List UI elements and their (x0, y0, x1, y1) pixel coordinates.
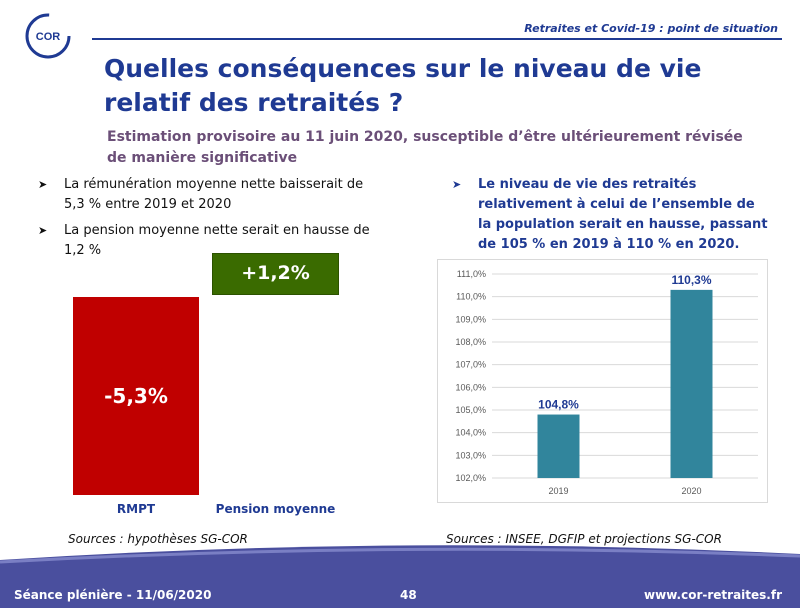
bar-pension-value: +1,2% (241, 262, 310, 284)
footer-session: Séance plénière - 11/06/2020 (14, 588, 212, 602)
data-label: 104,8% (538, 398, 579, 412)
arrow-bullet-icon: ➤ (38, 224, 48, 237)
category-label-pension: Pension moyenne (215, 502, 336, 516)
header-divider (92, 38, 782, 40)
y-tick-label: 105,0% (455, 405, 486, 415)
logo-text: COR (36, 31, 61, 43)
cor-logo: COR (25, 13, 71, 59)
y-tick-label: 109,0% (455, 314, 486, 324)
source-right: Sources : INSEE, DGFIP et projections SG… (446, 532, 722, 546)
arrow-bullet-icon: ➤ (38, 178, 48, 191)
x-tick-label: 2019 (548, 486, 568, 496)
bullet-item-right: ➤ Le niveau de vie des retraités relativ… (452, 175, 772, 255)
bar (670, 289, 713, 478)
y-tick-label: 110,0% (456, 292, 486, 302)
y-tick-label: 103,0% (455, 450, 486, 460)
chart-svg: 102,0% 103,0% 104,0% 105,0% 106,0% 107,0% 108,… (455, 269, 758, 496)
y-tick-label: 107,0% (455, 360, 486, 370)
y-tick-label: 106,0% (455, 382, 486, 392)
category-label-rmpt: RMPT (116, 502, 156, 516)
y-tick-label: 108,0% (455, 337, 486, 347)
arrow-bullet-icon: ➤ (452, 178, 462, 191)
header-title: Retraites et Covid-19 : point de situati… (524, 22, 778, 35)
bar (537, 414, 580, 478)
footer-band (0, 545, 800, 608)
y-tick-label: 102,0% (455, 473, 486, 483)
bullet-text: La pension moyenne nette serait en hauss… (64, 223, 370, 258)
page-title: Quelles conséquences sur le niveau de vi… (104, 54, 702, 117)
bar-pension (212, 253, 339, 295)
bullet-item: ➤ La rémunération moyenne nette baissera… (38, 175, 388, 215)
x-tick-label: 2020 (681, 486, 701, 496)
y-tick-label: 111,0% (457, 269, 486, 279)
page-subtitle: Estimation provisoire au 11 juin 2020, s… (107, 129, 743, 166)
bar-rmpt (73, 297, 199, 495)
source-left: Sources : hypothèses SG-COR (68, 532, 248, 546)
footer-website-link[interactable]: www.cor-retraites.fr (644, 588, 782, 602)
bullet-text: Le niveau de vie des retraités relativem… (478, 177, 768, 252)
data-label: 110,3% (671, 273, 711, 287)
footer-page-number: 48 (400, 588, 417, 602)
y-tick-label: 104,0% (455, 428, 486, 438)
bullet-item: ➤ La pension moyenne nette serait en hau… (38, 221, 388, 261)
bullet-text: La rémunération moyenne nette baisserait… (64, 177, 364, 212)
niveau-de-vie-chart: 102,0% 103,0% 104,0% 105,0% 106,0% 107,0% 108,… (437, 259, 768, 503)
bar-rmpt-value: -5,3% (104, 384, 168, 408)
